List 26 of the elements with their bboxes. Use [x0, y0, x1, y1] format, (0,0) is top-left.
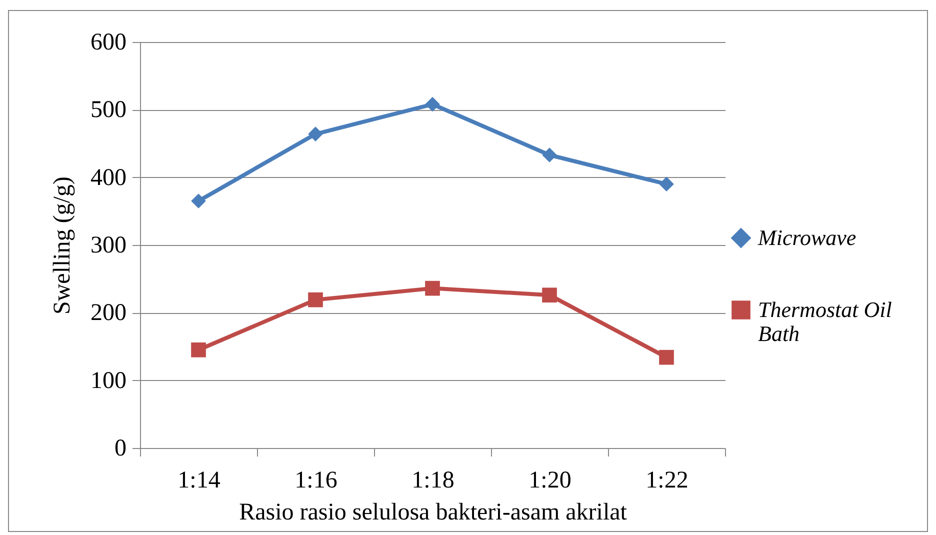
point	[542, 148, 557, 162]
y-tick-label: 200	[90, 300, 126, 326]
point	[542, 288, 557, 302]
point	[191, 194, 206, 208]
y-tick-label: 300	[90, 232, 126, 258]
y-tick-label: 100	[90, 368, 126, 394]
y-tick-label: 0	[114, 436, 126, 462]
y-axis-title: Swelling (g/g)	[50, 176, 76, 314]
x-tick-label: 1:18	[412, 468, 454, 494]
legend-label: Microwave	[757, 225, 856, 250]
point	[425, 96, 440, 112]
point	[425, 280, 440, 296]
point	[659, 350, 674, 365]
y-tick-label: 400	[90, 164, 126, 191]
point	[659, 176, 674, 192]
x-axis-title: Rasio rasio selulosa bakteri-asam akrilat	[239, 500, 628, 526]
legend-label: Thermostat Oil Bath	[758, 297, 892, 346]
point	[308, 292, 323, 308]
point	[191, 342, 206, 358]
x-tick-label: 1:14	[178, 468, 220, 494]
x-tick-label: 1:20	[528, 468, 572, 494]
y-tick-label: 600	[90, 30, 126, 56]
x-tick-label: 1:22	[646, 468, 688, 494]
point	[308, 126, 323, 142]
y-tick-label: 500	[90, 97, 126, 124]
x-tick-label: 1:16	[294, 468, 338, 494]
